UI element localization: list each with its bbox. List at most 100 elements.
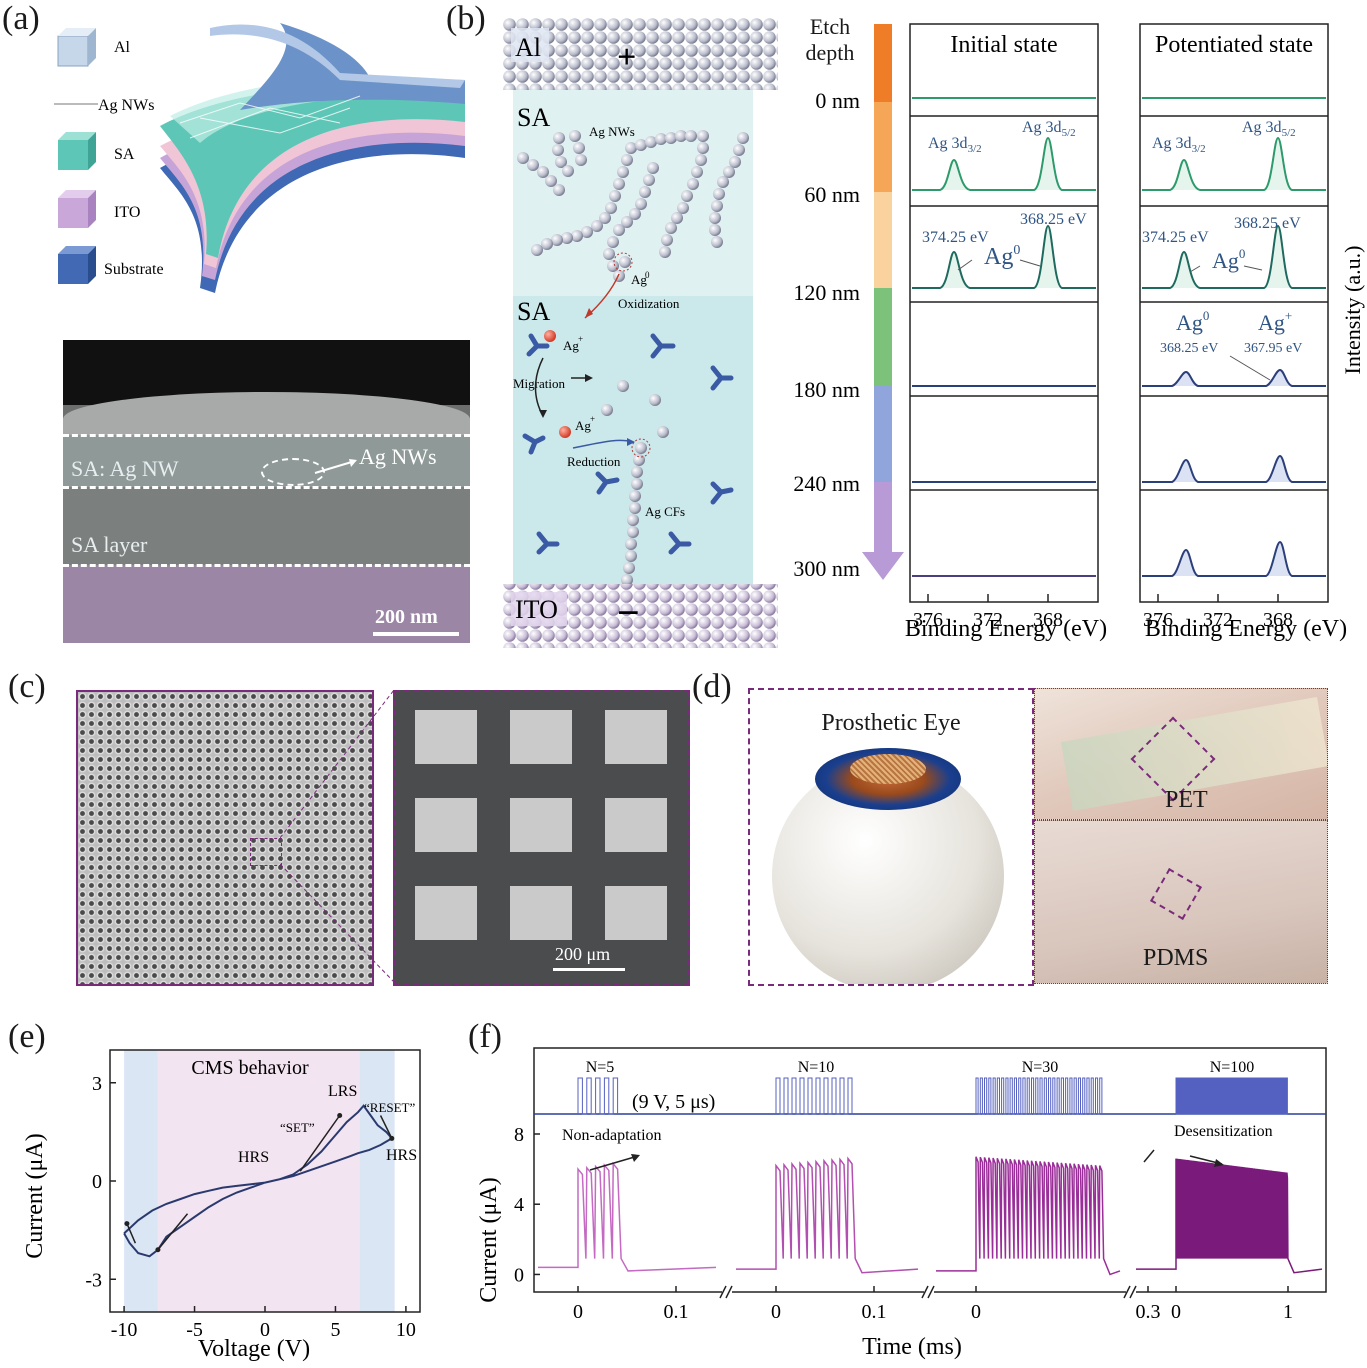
shaded-region-0: [124, 1050, 158, 1312]
pulse-note: (9 V, 5 μs): [632, 1091, 715, 1113]
e-xtick-label: 5: [330, 1319, 340, 1341]
axis-break: [927, 1285, 935, 1299]
agplus-label-1: Ag: [563, 338, 579, 353]
e-arrow-2: [299, 1115, 341, 1172]
svg-text:+: +: [590, 414, 595, 424]
desens-up-arrow: [1143, 1149, 1155, 1163]
e-arrow-0: [126, 1223, 137, 1244]
pulse-train-2: [975, 1077, 1103, 1115]
nonadapt-arrowhead: [631, 1154, 640, 1162]
depth-0: 0 nm: [815, 88, 860, 113]
pet-label: PET: [1165, 787, 1208, 813]
hrs-left-label: HRS: [238, 1149, 269, 1166]
f-ytick-label: 8: [514, 1124, 524, 1146]
current-response-2: [936, 1156, 1121, 1276]
svg-text:368.25 eV: 368.25 eV: [1160, 341, 1218, 356]
f-xtick-label: 1: [1283, 1301, 1293, 1323]
xps-col2-title: Potentiated state: [1155, 32, 1313, 58]
minus-sign: −: [617, 590, 640, 635]
hrs-right-label: HRS: [386, 1147, 417, 1164]
svg-text:368.25 eV: 368.25 eV: [1234, 215, 1301, 232]
xps1-tick-376: 376: [913, 609, 943, 631]
f-xlabel: Time (ms): [862, 1334, 962, 1360]
ito-electrode-label: ITO: [515, 595, 558, 624]
pdms-label: PDMS: [1143, 945, 1209, 971]
f-xtick-label: 0: [573, 1301, 583, 1323]
xps1-xlabel: Binding Energy (eV): [905, 616, 1107, 642]
f-ylabel: Current (μA): [476, 1177, 502, 1303]
xps2-tick-372: 372: [1203, 609, 1233, 631]
pulse-train-0: [577, 1077, 619, 1115]
array-optical-image: [76, 690, 374, 986]
pulse-group-label-0: N=5: [586, 1059, 615, 1076]
svg-text:374.25 eV: 374.25 eV: [1142, 229, 1209, 246]
e-arrowhead-1: [155, 1247, 161, 1253]
axis-break-gap: [924, 1286, 934, 1298]
xps1-tick-368: 368: [1033, 609, 1063, 631]
ag-nws-label: Ag NWs: [589, 124, 635, 139]
svg-text:368.25 eV: 368.25 eV: [1020, 211, 1087, 228]
legend-agnw: Ag NWs: [98, 97, 154, 114]
ag-cfs-label: Ag CFs: [645, 504, 685, 519]
shaded-region-1: [157, 1050, 360, 1312]
e-arrowhead-3: [389, 1135, 395, 1141]
panel-a-label: (a): [2, 0, 40, 37]
depth-300: 300 nm: [793, 556, 860, 581]
xps2-tick-376: 376: [1143, 609, 1173, 631]
legend-ito: ITO: [114, 204, 140, 221]
svg-text:367.95 eV: 367.95 eV: [1244, 341, 1302, 356]
al-electrode-label: Al: [515, 33, 541, 62]
axis-break: [1123, 1285, 1131, 1299]
current-response-3: [1136, 1158, 1323, 1274]
svg-text:+: +: [578, 334, 583, 344]
pulse-group-label-1: N=10: [798, 1059, 835, 1076]
array-sem-zoom: 200 μm: [393, 690, 690, 986]
depth-120: 120 nm: [793, 280, 860, 305]
e-ytick-label: 3: [92, 1073, 102, 1095]
sem-scale-label: 200 nm: [375, 606, 438, 628]
sem-layer-sa: SA layer: [71, 532, 148, 557]
current-response-1: [736, 1156, 919, 1274]
cms-behavior-label: CMS behavior: [191, 1057, 309, 1079]
axis-break: [921, 1285, 929, 1299]
svg-text:Ag0: Ag0: [984, 243, 1020, 270]
xps1-tick-372: 372: [973, 609, 1003, 631]
reduction-label: Reduction: [567, 454, 621, 469]
sem-cross-section: SA: Ag NW SA layer Ag NWs 200 nm: [63, 340, 470, 643]
axis-break-gap: [722, 1286, 732, 1298]
svg-text:Ag0: Ag0: [1176, 308, 1209, 335]
pet-substrate-photo: PET: [1034, 688, 1328, 820]
svg-text:Ag 3d5/2: Ag 3d5/2: [1242, 119, 1296, 139]
filament-mechanism-schematic: Al + SA Ag NWs Ag0 Oxidization SA Ag + Mi…: [503, 18, 778, 648]
depth-180: 180 nm: [793, 377, 860, 402]
depth-60: 60 nm: [804, 182, 860, 207]
migration-label: Migration: [513, 376, 565, 391]
axis-break-gap: [1126, 1286, 1136, 1298]
reset-label: “RESET”: [364, 1100, 415, 1115]
ag0-label: Ag: [631, 272, 647, 287]
legend-substrate: Substrate: [104, 261, 164, 278]
f-xtick-label: 0: [771, 1301, 781, 1323]
f-ytick-label: 0: [514, 1264, 524, 1286]
svg-text:Ag 3d3/2: Ag 3d3/2: [928, 135, 982, 155]
sem-agnws-callout: Ag NWs: [359, 444, 437, 469]
ag-nanowires: [517, 130, 749, 282]
etch-depth-bar: 0 nm 60 nm 120 nm 180 nm 240 nm 300 nm: [793, 24, 904, 581]
nonadapt-label: Non-adaptation: [562, 1127, 662, 1144]
panel-e-label: (e): [8, 1018, 46, 1055]
panel-b-label: (b): [446, 0, 486, 37]
svg-text:0: 0: [645, 270, 650, 280]
e-ylabel: Current (μA): [22, 1133, 48, 1259]
svg-text:Ag 3d5/2: Ag 3d5/2: [1022, 119, 1076, 139]
f-xtick-label: 0.3: [1136, 1301, 1161, 1323]
current-response-0: [538, 1161, 717, 1272]
e-xtick-label: 0: [260, 1319, 270, 1341]
svg-text:Ag0: Ag0: [1212, 246, 1245, 273]
panel-c-label: (c): [8, 668, 46, 705]
f-xtick-label: 0.1: [664, 1301, 689, 1323]
xps-col1-title: Initial state: [950, 32, 1057, 58]
shaded-region-2: [359, 1050, 395, 1312]
axis-break: [1129, 1285, 1137, 1299]
pulse-train-3: [1175, 1077, 1288, 1115]
